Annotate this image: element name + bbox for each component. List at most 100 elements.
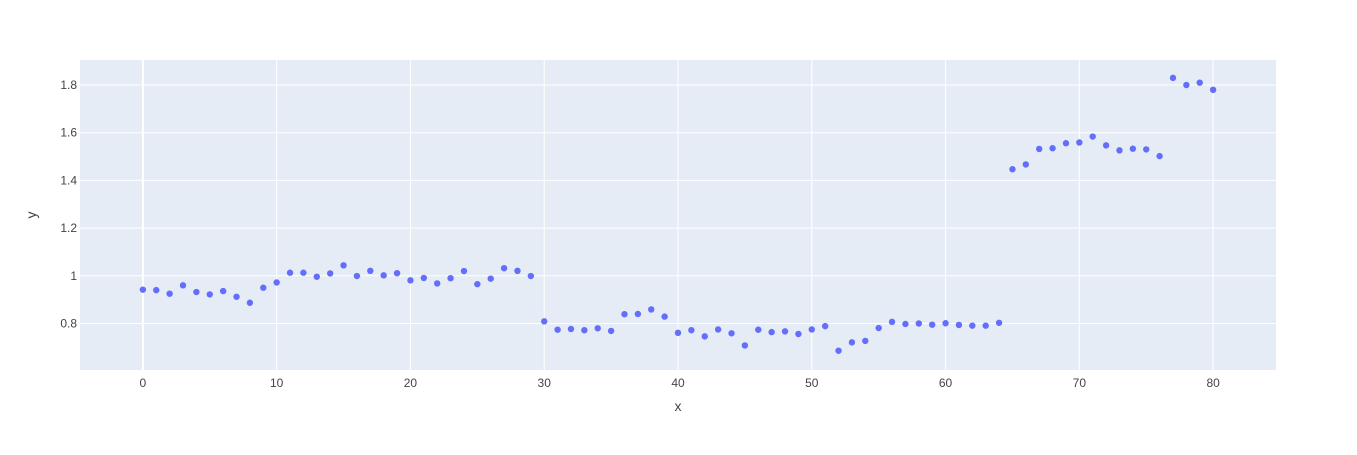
data-point (942, 320, 949, 327)
data-point (487, 275, 494, 282)
data-point (728, 330, 735, 337)
y-tick-label: 1 (70, 269, 77, 283)
data-point (621, 311, 628, 318)
data-point (781, 328, 789, 335)
x-tick-label: 70 (1073, 376, 1087, 390)
data-point (420, 274, 428, 282)
data-point (875, 324, 882, 332)
data-point (741, 342, 749, 349)
data-point (527, 272, 535, 280)
data-point (313, 273, 320, 280)
data-point (661, 313, 668, 320)
data-point (995, 319, 1003, 326)
data-point (862, 337, 869, 345)
y-tick-label: 0.8 (60, 317, 77, 331)
data-point (648, 306, 655, 313)
data-point (260, 284, 267, 291)
data-point (541, 318, 548, 325)
data-point (286, 269, 294, 276)
data-point (554, 326, 561, 333)
data-point (300, 269, 307, 276)
grid-lines (80, 60, 1276, 370)
data-point (1102, 142, 1110, 149)
data-point (353, 272, 361, 280)
data-point (714, 326, 722, 333)
data-point (1183, 81, 1190, 89)
data-point (755, 326, 762, 333)
data-point (193, 288, 200, 296)
data-point (219, 287, 227, 295)
y-tick-label: 1.8 (60, 78, 77, 92)
data-point (246, 299, 254, 306)
data-point (1169, 74, 1177, 82)
data-point (367, 267, 374, 274)
x-tick-label: 30 (538, 376, 552, 390)
x-tick-label: 20 (404, 376, 418, 390)
data-point (514, 267, 521, 274)
data-point (500, 264, 508, 272)
data-point (1089, 133, 1096, 140)
data-point (915, 320, 923, 327)
data-point (688, 326, 695, 334)
data-point (768, 328, 775, 336)
data-point (380, 272, 387, 279)
x-tick-label: 40 (671, 376, 685, 390)
data-point (460, 267, 468, 275)
data-point (326, 270, 334, 277)
data-point (982, 322, 989, 329)
x-axis-title: x (675, 398, 682, 414)
data-point (393, 269, 401, 277)
data-point (1076, 139, 1083, 146)
data-point (955, 321, 963, 329)
data-point (407, 277, 414, 284)
y-tick-label: 1.2 (60, 221, 77, 235)
y-tick-label: 1.4 (60, 173, 77, 187)
data-point (581, 326, 588, 334)
data-point (1116, 147, 1123, 154)
data-point (821, 322, 829, 330)
data-point (153, 286, 160, 294)
data-point (701, 333, 708, 340)
x-axis-ticks: 0 10 20 30 40 50 60 70 80 (140, 376, 1221, 390)
data-point (1209, 86, 1217, 94)
data-point (848, 339, 856, 346)
data-point (594, 325, 601, 332)
data-point (795, 330, 802, 338)
data-point (607, 327, 615, 335)
data-point (1049, 145, 1056, 152)
data-point (928, 321, 936, 328)
x-tick-label: 80 (1206, 376, 1220, 390)
y-tick-label: 1.6 (60, 126, 77, 140)
data-point (1022, 161, 1030, 168)
data-point (634, 310, 642, 318)
data-point (1143, 146, 1150, 153)
data-point (888, 318, 896, 326)
data-point (139, 286, 147, 293)
data-point (179, 282, 187, 289)
data-point (1129, 145, 1137, 152)
data-points (139, 74, 1217, 354)
data-point (233, 293, 240, 300)
data-point (166, 290, 173, 297)
x-tick-label: 0 (140, 376, 147, 390)
data-point (902, 320, 909, 328)
data-point (1009, 166, 1016, 173)
data-point (1062, 140, 1070, 147)
x-tick-label: 50 (805, 376, 819, 390)
y-axis-ticks: 0.8 1 1.2 1.4 1.6 1.8 (60, 78, 77, 330)
data-point (1036, 145, 1043, 153)
data-point (567, 325, 575, 333)
data-point (474, 280, 481, 288)
data-point (1156, 152, 1163, 160)
y-axis-title: y (23, 212, 39, 219)
data-point (808, 326, 815, 333)
data-point (340, 262, 347, 269)
data-point (969, 322, 976, 329)
data-point (447, 274, 454, 282)
data-point (674, 329, 682, 336)
x-tick-label: 60 (939, 376, 953, 390)
x-tick-label: 10 (270, 376, 284, 390)
data-point (273, 279, 280, 286)
